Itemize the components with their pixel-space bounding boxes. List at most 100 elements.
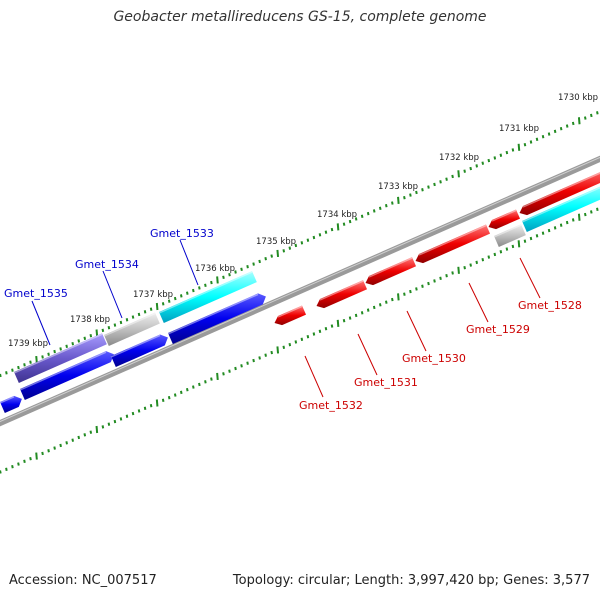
gene-labels: Gmet_1535 Gmet_1534 Gmet_1533 Gmet_1532 … <box>4 227 582 412</box>
tick-mark <box>457 170 460 178</box>
tick-mark <box>113 419 117 424</box>
gene-feature-gmet-1535[interactable] <box>14 333 107 383</box>
tick-mark <box>29 360 32 364</box>
tick-mark <box>71 341 75 346</box>
gene-label-gmet-1531[interactable]: Gmet_1531 <box>354 376 418 389</box>
callout-line <box>304 355 324 398</box>
gene-feature-blue-3[interactable] <box>168 293 266 344</box>
tick-label: 1735 kbp <box>256 237 296 247</box>
tick-mark <box>360 311 364 315</box>
tick-mark <box>571 121 575 126</box>
gene-feature-gmet-1530[interactable] <box>365 257 417 286</box>
tick-mark <box>324 230 328 234</box>
tick-mark <box>77 435 81 440</box>
tick-mark <box>547 228 551 233</box>
tick-label: 1732 kbp <box>439 153 479 163</box>
gene-feature-blue-edge[interactable] <box>0 395 22 413</box>
tick-mark <box>0 470 2 474</box>
tick-mark <box>451 271 454 275</box>
tick-mark <box>409 193 412 197</box>
tick-mark <box>475 164 479 168</box>
map-title: Geobacter metallireducens GS-15, complet… <box>113 9 487 25</box>
tick-mark <box>378 303 382 307</box>
tick-mark <box>571 218 575 222</box>
gene-label-gmet-1534[interactable]: Gmet_1534 <box>75 258 139 271</box>
tick-mark <box>294 340 298 344</box>
tick-mark <box>258 259 261 264</box>
tick-mark <box>318 233 322 237</box>
gene-feature-gmet-1528[interactable] <box>488 209 521 230</box>
gene-label-gmet-1530[interactable]: Gmet_1530 <box>402 352 466 365</box>
tick-mark <box>95 329 99 337</box>
tick-mark <box>41 451 44 456</box>
tick-mark <box>228 272 231 277</box>
tick-mark <box>246 264 249 269</box>
tick-mark <box>204 380 207 384</box>
gene-feature-red-right[interactable] <box>519 167 600 216</box>
tick-mark <box>493 252 497 257</box>
tick-mark <box>5 371 8 375</box>
gene-label-gmet-1535[interactable]: Gmet_1535 <box>4 287 68 300</box>
gene-feature-gmet-1534[interactable] <box>104 312 160 346</box>
tick-mark <box>222 275 225 280</box>
gene-feature-gmet-1532[interactable] <box>274 305 307 326</box>
tick-mark <box>119 320 123 325</box>
tick-mark <box>95 425 99 434</box>
tick-mark <box>421 188 424 192</box>
gene-feature-blue-2[interactable] <box>111 334 168 367</box>
tick-mark <box>336 223 340 231</box>
gene-label-gmet-1529[interactable]: Gmet_1529 <box>466 323 530 336</box>
tick-mark <box>529 236 533 241</box>
callout-line <box>179 239 199 286</box>
tick-mark <box>463 265 466 270</box>
gene-feature-gmet-1531[interactable] <box>316 280 368 309</box>
tick-mark <box>499 250 503 254</box>
gene-feature-blue-1[interactable] <box>20 351 114 400</box>
tick-mark <box>131 315 135 319</box>
tick-mark <box>535 234 539 238</box>
tick-mark <box>463 169 466 173</box>
tick-mark <box>505 150 509 155</box>
tick-mark <box>222 372 225 376</box>
tick-mark <box>372 209 376 213</box>
tick-mark <box>493 156 497 160</box>
tick-mark <box>577 117 581 125</box>
tick-mark <box>596 207 599 212</box>
tick-mark <box>210 377 213 381</box>
gene-feature-gmet-1528-adjacent[interactable] <box>494 224 526 247</box>
tick-mark <box>149 307 153 311</box>
tick-mark <box>143 406 147 410</box>
tick-mark <box>300 337 304 342</box>
gene-feature-gmet-1529[interactable] <box>415 224 491 264</box>
gene-label-gmet-1532[interactable]: Gmet_1532 <box>299 399 363 412</box>
gene-feature-cyan-right[interactable] <box>522 181 600 232</box>
gene-label-gmet-1528[interactable]: Gmet_1528 <box>518 299 582 312</box>
tick-label: 1737 kbp <box>133 290 173 300</box>
tick-mark <box>541 231 545 235</box>
tick-mark <box>192 288 195 293</box>
tick-mark <box>59 443 62 448</box>
tick-mark <box>29 457 32 461</box>
tick-mark <box>427 281 430 286</box>
tick-mark <box>65 344 68 348</box>
tick-mark <box>583 212 587 217</box>
tick-marks-outer <box>0 111 599 378</box>
tick-mark <box>167 299 171 303</box>
tick-mark <box>258 356 261 360</box>
gene-label-gmet-1533[interactable]: Gmet_1533 <box>150 227 214 240</box>
tick-mark <box>59 347 62 351</box>
tick-mark <box>517 240 521 248</box>
tick-mark <box>360 214 364 218</box>
tick-mark <box>372 305 376 310</box>
tick-mark <box>499 153 503 157</box>
tick-mark <box>198 382 201 387</box>
tick-mark <box>83 433 87 437</box>
tick-marks-inner <box>0 207 599 474</box>
genome-summary-text: Topology: circular; Length: 3,997,420 bp… <box>232 573 590 588</box>
tick-mark <box>366 211 370 216</box>
gene-features <box>0 167 600 413</box>
genome-backbone <box>0 155 600 427</box>
gene-feature-gmet-1533[interactable] <box>159 271 257 323</box>
tick-mark <box>529 140 533 144</box>
tick-mark <box>125 414 129 418</box>
